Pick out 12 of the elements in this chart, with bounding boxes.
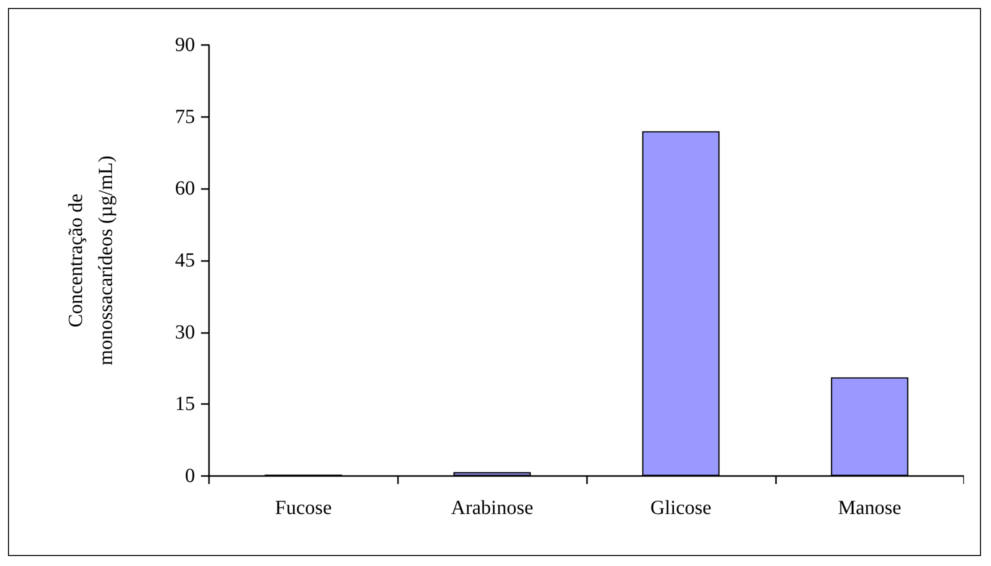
x-tick-label: Manose — [838, 497, 902, 519]
y-tick-label: 60 — [175, 178, 195, 200]
y-tick-label: 30 — [175, 321, 195, 344]
y-tick-label: 15 — [175, 393, 195, 416]
x-tick-label: Fucose — [275, 497, 332, 519]
x-tick-label: Glicose — [650, 497, 712, 519]
y-axis-title: Concentração de monossacarídeos (µg/mL) — [65, 156, 117, 366]
y-tick-label: 75 — [175, 106, 195, 128]
y-tick-label: 90 — [175, 34, 195, 56]
x-tick-label: Arabinose — [451, 497, 534, 519]
y-tick-label: 45 — [175, 250, 195, 272]
y-tick-label: 0 — [185, 465, 195, 487]
